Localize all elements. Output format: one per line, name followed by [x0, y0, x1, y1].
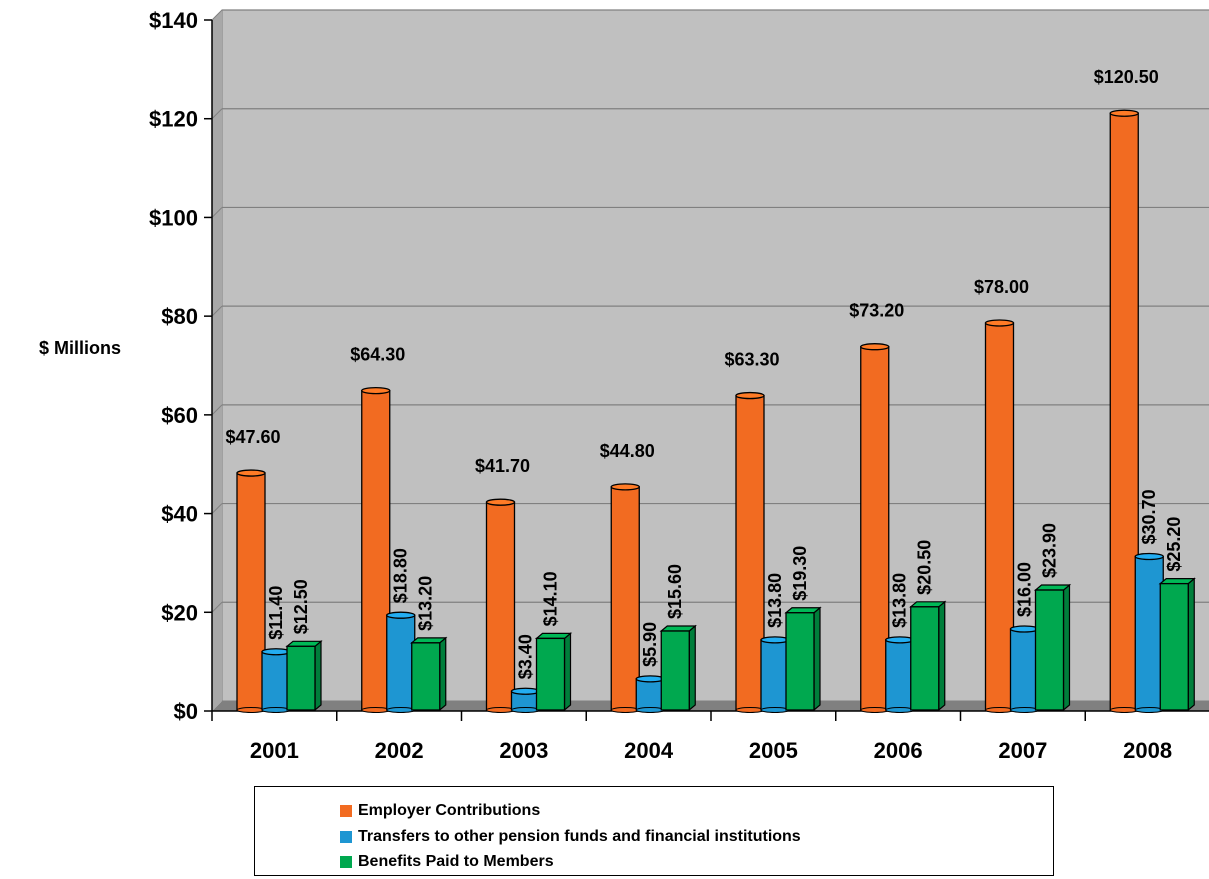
- bar-transfers-2001: [261, 648, 291, 713]
- bar-employer-2002: [361, 386, 391, 713]
- data-label: $11.40: [266, 586, 286, 640]
- data-label: $19.30: [790, 546, 810, 601]
- bar-transfers-2006: [885, 636, 915, 713]
- data-label: $12.50: [291, 579, 311, 634]
- plot-side-wall: [212, 10, 222, 711]
- bar-employer-2001: [236, 469, 266, 713]
- gridline-diag: [211, 9, 223, 21]
- bar-benefits-2005: [784, 606, 822, 712]
- data-label: $64.30: [350, 345, 405, 365]
- data-label: $13.80: [765, 573, 785, 628]
- x-axis-ticks: 2001 2002 2003 2004 2005 2006 2007 2008: [211, 711, 1172, 763]
- data-label: $14.10: [541, 571, 561, 626]
- y-tick-label: $60: [161, 403, 198, 428]
- gridline-diag: [211, 207, 223, 218]
- bar-transfers-2007: [1009, 625, 1040, 713]
- legend-label: Benefits Paid to Members: [358, 853, 554, 870]
- gridline-diag: [211, 503, 223, 514]
- data-label: $120.50: [1094, 67, 1159, 87]
- legend-swatch-green: [340, 856, 352, 868]
- bar-chart: $0$20$40$60$80$100$120$140 2001 2002 2003 2…: [39, 8, 1209, 763]
- legend: Employer Contributions Transfers to othe…: [254, 786, 1054, 876]
- bar-employer-2006: [860, 343, 890, 713]
- bar-benefits-2001: [285, 640, 323, 712]
- gridline-diag: [211, 305, 223, 317]
- data-label: $18.80: [391, 548, 411, 603]
- data-label: $47.60: [225, 427, 280, 447]
- bar-benefits-2007: [1033, 583, 1072, 712]
- data-label: $78.00: [974, 277, 1029, 297]
- legend-item-transfers: Transfers to other pension funds and fin…: [340, 826, 801, 848]
- y-axis-ticks: $0 $20 $40 $60 $80 $100 $120 $140: [149, 8, 212, 724]
- gridline-diag: [211, 108, 223, 120]
- data-label: $23.90: [1040, 523, 1060, 578]
- data-label: $25.20: [1164, 517, 1184, 572]
- data-label: $41.70: [475, 456, 530, 476]
- bar-employer-2004: [610, 483, 640, 713]
- bar-employer-2008: [1109, 109, 1139, 713]
- plot-floor: [212, 701, 1209, 711]
- gridline-diag: [211, 404, 223, 416]
- data-label: $30.70: [1139, 489, 1159, 544]
- bar-transfers-2005: [760, 636, 790, 713]
- y-axis-label: $ Millions: [39, 338, 121, 358]
- bar-benefits-2002: [410, 636, 448, 712]
- bar-transfers-2008: [1134, 552, 1164, 713]
- x-tick-label: 2002: [375, 738, 424, 763]
- data-label: $13.80: [890, 573, 910, 628]
- y-tick-label: $40: [161, 502, 198, 527]
- data-label: $15.60: [665, 564, 685, 619]
- bar-employer-2005: [735, 391, 765, 713]
- legend-swatch-blue: [340, 831, 352, 843]
- y-tick-label: $20: [161, 600, 198, 625]
- data-label: $16.00: [1015, 562, 1035, 617]
- legend-swatch-orange: [340, 805, 352, 817]
- x-tick-label: 2004: [624, 738, 674, 763]
- data-label: $44.80: [600, 441, 655, 461]
- x-tick-label: 2003: [499, 738, 548, 763]
- legend-item-employer-contributions: Employer Contributions: [340, 800, 540, 822]
- data-label: $3.40: [516, 634, 536, 679]
- x-tick-label: 2001: [250, 738, 299, 763]
- bars: [236, 109, 1196, 713]
- bar-employer-2007: [984, 319, 1015, 713]
- y-tick-label: $80: [161, 304, 198, 329]
- data-label: $63.30: [724, 350, 779, 370]
- y-tick-label: $100: [149, 205, 198, 230]
- data-label: $73.20: [849, 301, 904, 321]
- y-tick-label: $120: [149, 107, 198, 132]
- x-tick-label: 2005: [749, 738, 798, 763]
- data-labels: $47.60 $11.40 $12.50 $64.30 $18.80$13.20 $41.…: [225, 67, 1184, 679]
- x-tick-label: 2006: [874, 738, 923, 763]
- bar-transfers-2002: [386, 611, 416, 713]
- data-label: $5.90: [640, 622, 660, 667]
- legend-label: Transfers to other pension funds and fin…: [358, 828, 801, 845]
- legend-label: Employer Contributions: [358, 802, 541, 819]
- bar-transfers-2004: [635, 675, 665, 713]
- legend-item-benefits: Benefits Paid to Members: [340, 851, 554, 873]
- x-tick-label: 2007: [998, 738, 1047, 763]
- y-tick-label: $0: [174, 699, 198, 724]
- data-label: $20.50: [915, 540, 935, 595]
- gridline-diag: [211, 601, 223, 613]
- data-label: $13.20: [416, 576, 436, 631]
- bar-transfers-2003: [510, 687, 541, 713]
- bar-benefits-2004: [659, 624, 697, 712]
- bar-employer-2003: [485, 498, 516, 713]
- bar-benefits-2008: [1158, 577, 1196, 712]
- y-tick-label: $140: [149, 8, 198, 33]
- bar-benefits-2006: [909, 600, 947, 712]
- bar-benefits-2003: [534, 632, 573, 712]
- x-tick-label: 2008: [1123, 738, 1172, 763]
